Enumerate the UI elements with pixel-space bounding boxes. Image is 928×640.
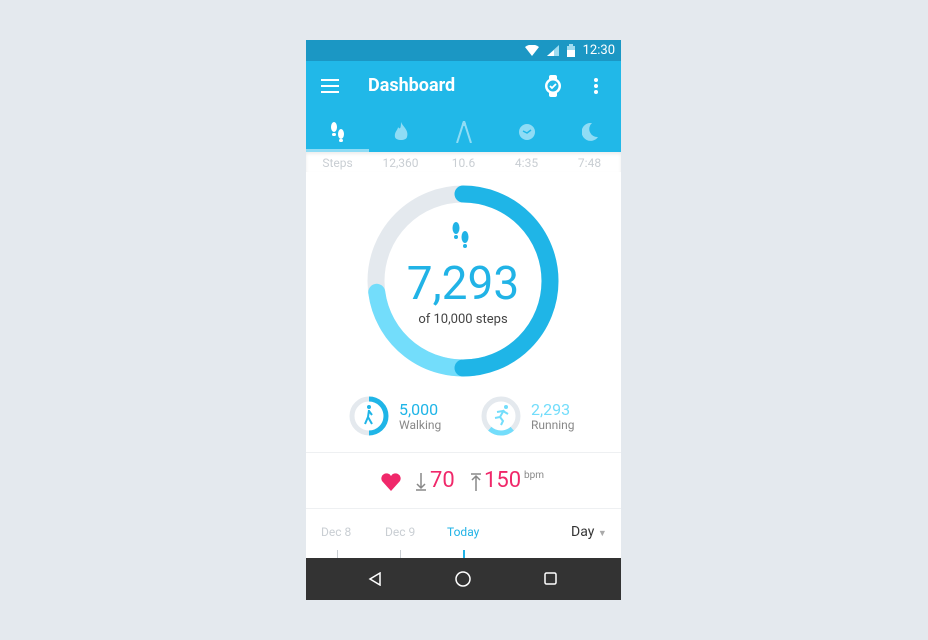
more-vert-icon[interactable] <box>594 78 598 94</box>
steps-ring: 7,293 of 10,000 steps <box>363 181 563 381</box>
walking-summary: 5,000 Walking <box>349 396 441 436</box>
steps-goal: of 10,000 steps <box>418 312 508 327</box>
heart-rate-unit: bpm <box>524 470 544 481</box>
heart-rate-row: 70 150 bpm <box>306 468 621 498</box>
tab-value: 7:48 <box>577 156 602 170</box>
battery-icon <box>566 44 575 57</box>
compass-distance-icon <box>455 120 472 143</box>
tab-values: Steps 12,360 10.6 4:35 7:48 <box>306 152 621 172</box>
tab-value: 4:35 <box>514 156 539 170</box>
timeline-tick <box>337 550 338 558</box>
tab-sleep[interactable] <box>558 111 621 152</box>
status-bar: 12:30 <box>306 40 621 61</box>
recents-icon[interactable] <box>544 572 557 585</box>
date-item[interactable]: Dec 9 <box>385 525 416 539</box>
walking-progress <box>368 396 389 436</box>
heart-icon <box>381 473 401 491</box>
tab-value: Steps <box>322 156 353 170</box>
divider <box>306 508 621 509</box>
flame-icon <box>394 121 407 140</box>
period-dropdown[interactable]: Day ▼ <box>571 524 607 540</box>
walking-arc <box>454 185 559 377</box>
tab-value: 10.6 <box>451 156 476 170</box>
walking-person-icon <box>364 405 373 425</box>
wifi-icon <box>524 45 539 56</box>
tab-calories[interactable] <box>369 111 432 152</box>
moon-icon <box>581 122 598 141</box>
system-nav-bar <box>306 558 621 600</box>
running-person-icon <box>494 405 509 426</box>
period-value: Day <box>571 524 595 540</box>
signal-icon <box>546 45 559 56</box>
arrow-up-max-icon <box>471 473 481 491</box>
phone-screen: 12:30 Dashboard Steps 12,360 10.6 4:35 7… <box>306 40 621 600</box>
home-icon[interactable] <box>455 571 471 587</box>
tab-active-time[interactable] <box>495 111 558 152</box>
clock-time: 12:30 <box>582 43 615 58</box>
date-item-today[interactable]: Today <box>447 525 480 539</box>
timeline-tick <box>400 550 401 558</box>
steps-count: 7,293 <box>406 257 520 311</box>
walking-label: Walking <box>399 417 442 432</box>
dropdown-arrow-icon: ▼ <box>597 529 607 539</box>
footsteps-icon <box>452 222 469 248</box>
page-title: Dashboard <box>368 75 456 96</box>
date-item[interactable]: Dec 8 <box>321 525 352 539</box>
arrow-down-min-icon <box>416 473 426 491</box>
heart-rate-min: 70 <box>430 468 455 493</box>
running-progress <box>488 426 514 436</box>
heart-rate-max: 150 <box>484 468 522 493</box>
footsteps-icon <box>330 121 344 142</box>
walking-value: 5,000 <box>399 399 439 419</box>
divider <box>306 452 621 453</box>
running-summary: 2,293 Running <box>481 396 575 436</box>
app-bar: Dashboard <box>306 61 621 111</box>
back-icon[interactable] <box>368 572 382 586</box>
tab-distance[interactable] <box>432 111 495 152</box>
metric-tabs <box>306 111 621 152</box>
running-value: 2,293 <box>531 399 571 419</box>
tab-steps[interactable] <box>306 111 369 152</box>
tab-value: 12,360 <box>382 156 419 170</box>
menu-icon[interactable] <box>321 79 339 93</box>
timeline-tick-today <box>463 550 465 558</box>
clock-icon <box>518 123 535 140</box>
running-label: Running <box>531 417 575 432</box>
watch-check-icon[interactable] <box>544 75 562 97</box>
